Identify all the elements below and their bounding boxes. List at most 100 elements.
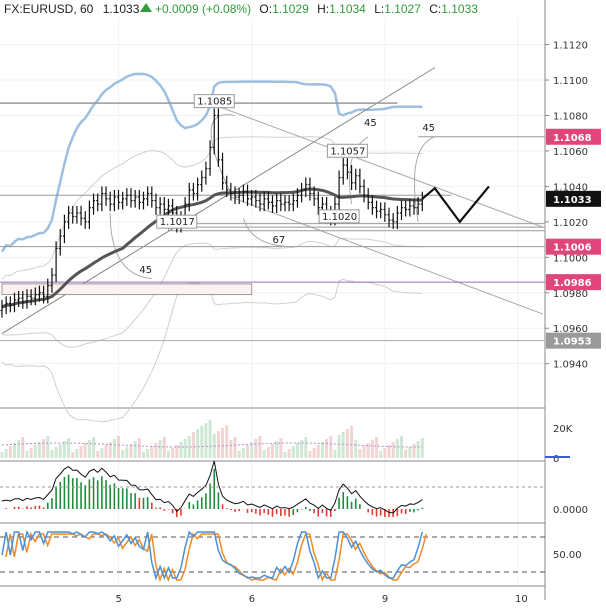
signal-line [1, 460, 423, 514]
stoch-d-line [5, 531, 428, 583]
candle [295, 188, 299, 208]
ohlc-close: 1.1033 [441, 2, 478, 16]
price-callout-box [193, 94, 235, 109]
candle [337, 170, 341, 212]
annotation-label: 45 [422, 123, 435, 134]
candle [279, 193, 283, 212]
volume-bar [271, 444, 274, 458]
candle [275, 193, 279, 213]
volume-bar [350, 426, 354, 458]
candle [58, 228, 62, 256]
volume-bar [208, 420, 212, 458]
volume-bar [304, 437, 308, 458]
candle [404, 200, 408, 217]
volume-bar [83, 443, 87, 458]
volume-bar [137, 438, 141, 458]
triangle-up-icon [140, 3, 152, 12]
svg-text:+0.0009 (+0.08%) O:1.1029: +0.0009 (+0.08%) O:1.1029 H:1.1034 L:1.1… [155, 2, 478, 16]
candle [362, 179, 366, 203]
y-tick-label: 1.0980 [553, 289, 588, 300]
y-tick-label: 20K [553, 424, 573, 435]
arc [349, 136, 369, 205]
candle [104, 186, 108, 206]
volume-bar [71, 452, 75, 458]
annotation-label: 45 [139, 265, 152, 276]
price-label-box [546, 332, 601, 349]
volume-bar [225, 425, 229, 458]
candle [166, 198, 170, 217]
annotation-label: 67 [273, 235, 286, 246]
candle [137, 189, 141, 210]
stochastic-pane [0, 529, 545, 583]
candle [129, 188, 133, 208]
price-callout-box [326, 143, 368, 158]
y-tick-label: 50.00 [553, 550, 582, 561]
trend-line-down [214, 104, 544, 228]
header-line: FX:EURUSD, 60 1.1033 [4, 2, 140, 16]
volume-bar [54, 447, 58, 458]
stoch-k-line [1, 529, 424, 581]
candle [33, 287, 37, 306]
volume-bar [50, 450, 54, 458]
price-label-box [546, 238, 601, 255]
volume-bar [362, 446, 366, 458]
candle [4, 296, 8, 315]
volume-bar [358, 449, 362, 458]
volume-bar [108, 442, 112, 458]
volume-bar [154, 443, 158, 458]
volume-bar [87, 440, 91, 458]
candle [420, 191, 424, 212]
volume-bar [241, 448, 245, 458]
volume-bar [146, 449, 150, 458]
candle [12, 292, 16, 313]
candle [246, 184, 250, 206]
volume-bar [337, 435, 341, 458]
volume-bar [416, 441, 420, 458]
candle [262, 191, 266, 212]
x-tick-label: 5 [116, 594, 122, 605]
candle [358, 168, 362, 194]
volume-bar [121, 450, 125, 458]
volume-pane [0, 420, 424, 458]
annotation-label: 45 [364, 118, 377, 129]
ohlc-low: 1.1027 [384, 2, 421, 16]
candle [233, 186, 237, 205]
volume-bar [262, 450, 266, 458]
volume-bar [275, 441, 279, 458]
price-label-box [546, 274, 601, 291]
volume-bar [216, 431, 220, 458]
candle [150, 186, 154, 208]
volume-bar [17, 440, 21, 458]
candle [87, 200, 91, 229]
candle [300, 182, 304, 203]
y-tick-label: 1.0960 [553, 324, 588, 335]
candle [108, 191, 112, 212]
projection-path [421, 185, 490, 224]
price-label: 1.1006 [553, 243, 592, 254]
volume-bar [379, 451, 383, 458]
volume-bar [129, 444, 133, 458]
volume-bar [266, 447, 270, 458]
candle [187, 182, 191, 212]
time-axis: 5 6 9 10 [116, 594, 528, 605]
volume-bar [58, 444, 62, 458]
volume-bar [8, 446, 12, 458]
volume-bar [366, 443, 370, 458]
candle [133, 189, 137, 208]
volume-bar [300, 440, 304, 458]
price-text: 1.1033 [103, 2, 140, 16]
volume-bar [125, 447, 129, 458]
candle [241, 184, 245, 203]
volume-bar [21, 437, 25, 458]
volume-bar [233, 437, 237, 458]
annotation-label: 1.1017 [160, 217, 195, 228]
candle [266, 191, 270, 210]
candle [141, 191, 145, 210]
candle [221, 152, 225, 190]
price-label: 1.1033 [553, 195, 592, 206]
volume-bar [320, 442, 324, 458]
volume-bar [112, 439, 116, 458]
volume-bar [387, 445, 391, 458]
candle [100, 186, 104, 212]
